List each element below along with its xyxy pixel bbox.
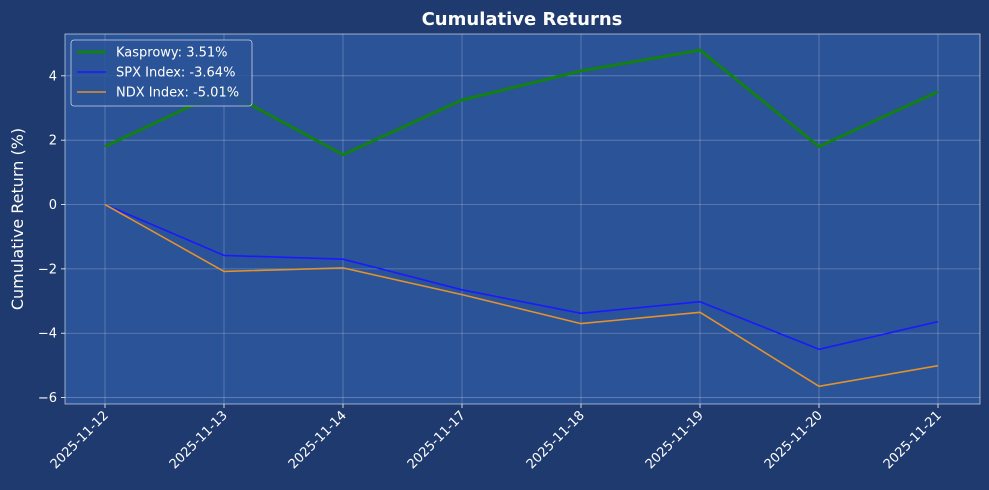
series-line-ndx-index bbox=[104, 203, 939, 388]
y-axis-label: Cumulative Return (%) bbox=[8, 128, 27, 310]
y-tick-label: 0 bbox=[49, 198, 57, 213]
x-tick-label: 2025-11-14 bbox=[286, 408, 350, 472]
x-axis-ticks: 2025-11-12 2025-11-13 2025-11-14 2025-11-17… bbox=[48, 404, 945, 472]
x-tick-label: 2025-11-13 bbox=[167, 408, 231, 472]
x-tick-label: 2025-11-12 bbox=[48, 408, 112, 472]
x-tick-label: 2025-11-19 bbox=[643, 408, 707, 472]
y-tick-label: −4 bbox=[38, 327, 57, 342]
legend-label: NDX Index: -5.01% bbox=[116, 86, 239, 101]
x-tick-label: 2025-11-18 bbox=[524, 408, 588, 472]
y-tick-label: −6 bbox=[38, 391, 57, 406]
x-tick-label: 2025-11-20 bbox=[762, 408, 826, 472]
x-tick-label: 2025-11-17 bbox=[405, 408, 469, 472]
chart-title: Cumulative Returns bbox=[422, 9, 623, 30]
legend-label: SPX Index: -3.64% bbox=[116, 66, 235, 81]
y-tick-label: 4 bbox=[49, 69, 57, 84]
series-line-spx-index bbox=[104, 203, 939, 351]
y-tick-label: 2 bbox=[49, 134, 57, 149]
x-tick-label: 2025-11-21 bbox=[881, 408, 945, 472]
y-axis-ticks: −6 −4 −2 0 2 4 bbox=[38, 69, 65, 406]
legend-box bbox=[70, 39, 253, 107]
legend-label: Kasprowy: 3.51% bbox=[116, 46, 228, 61]
chart-legend: Kasprowy: 3.51% SPX Index: -3.64% NDX Inde… bbox=[70, 39, 253, 107]
y-tick-label: −2 bbox=[38, 262, 57, 277]
